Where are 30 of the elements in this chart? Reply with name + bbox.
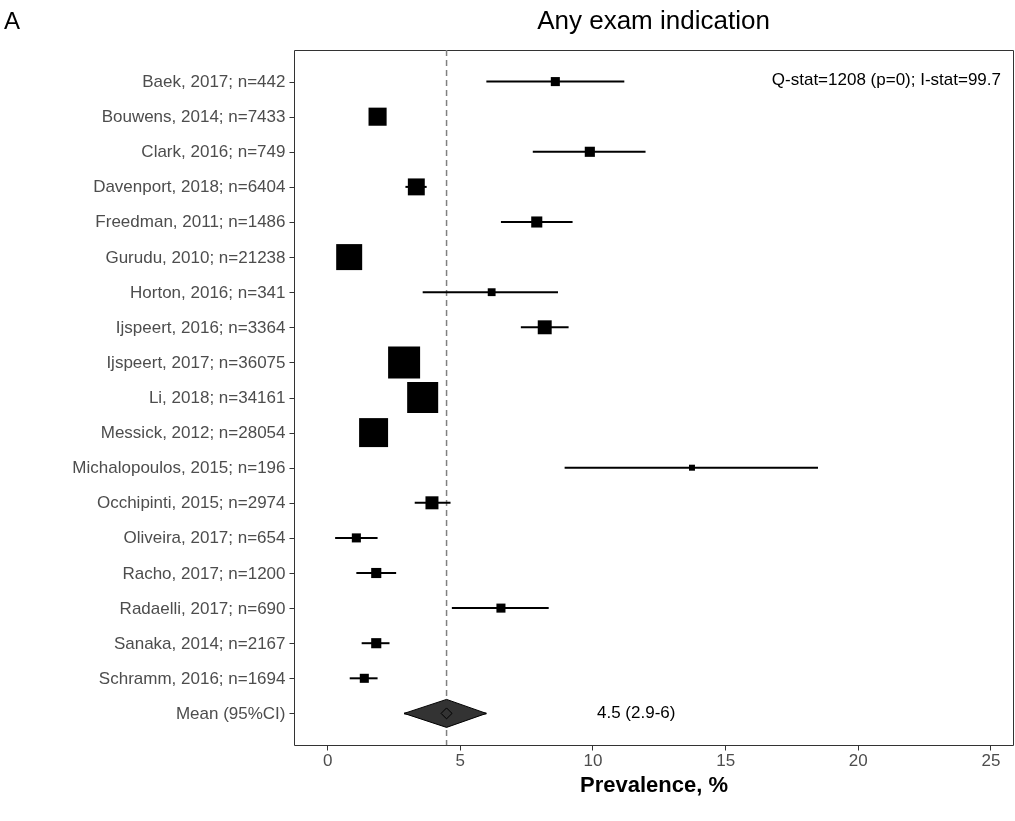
y-tick-label: Horton, 2016; n=341 — [130, 282, 286, 302]
y-tick-label: Li, 2018; n=34161 — [148, 388, 286, 407]
x-tick-label: 15 — [716, 750, 736, 770]
y-tick-label: Davenport, 2018; n=6404 — [93, 177, 286, 197]
y-tick-label: Occhipinti, 2015; n=2974 — [96, 493, 286, 513]
y-tick-label: Racho, 2017; n=1200 — [122, 563, 286, 583]
y-tick-label: Ijspeert, 2017; n=36075 — [106, 352, 286, 372]
y-tick-label: Gurudu, 2010; n=21238 — [105, 247, 286, 267]
y-tick-label: Radaelli, 2017; n=690 — [119, 598, 286, 618]
y-tick-label: Clark, 2016; n=749 — [141, 142, 286, 162]
y-tick-label: Oliveira, 2017; n=654 — [123, 528, 286, 548]
x-tick-label: 25 — [981, 750, 1001, 770]
y-tick-label: Ijspeert, 2016; n=3364 — [115, 317, 286, 337]
chart-title: Any exam indication — [537, 5, 770, 35]
y-tick-label: Sanaka, 2014; n=2167 — [113, 633, 286, 653]
y-tick-label: Messick, 2012; n=28054 — [100, 423, 286, 443]
y-tick-label: Freedman, 2011; n=1486 — [95, 212, 286, 232]
text: A — [4, 7, 21, 34]
y-tick-label: Schramm, 2016; n=1694 — [98, 668, 286, 688]
x-tick-label: 5 — [455, 750, 466, 770]
y-tick-label: Michalopoulos, 2015; n=196 — [72, 458, 286, 478]
y-tick-label: Bouwens, 2014; n=7433 — [101, 107, 286, 127]
x-tick-label: 20 — [848, 750, 868, 770]
annotation: Q-stat=1208 (p=0); I-stat=99.7 — [771, 70, 1001, 89]
y-tick-label: Mean (95%CI) — [175, 703, 286, 723]
x-tick-label: 10 — [583, 750, 603, 770]
x-axis-title: Prevalence, % — [580, 771, 728, 797]
x-tick-label: 0 — [322, 750, 333, 770]
annotation: 4.5 (2.9-6) — [597, 703, 676, 723]
y-tick-label: Baek, 2017; n=442 — [142, 72, 286, 92]
